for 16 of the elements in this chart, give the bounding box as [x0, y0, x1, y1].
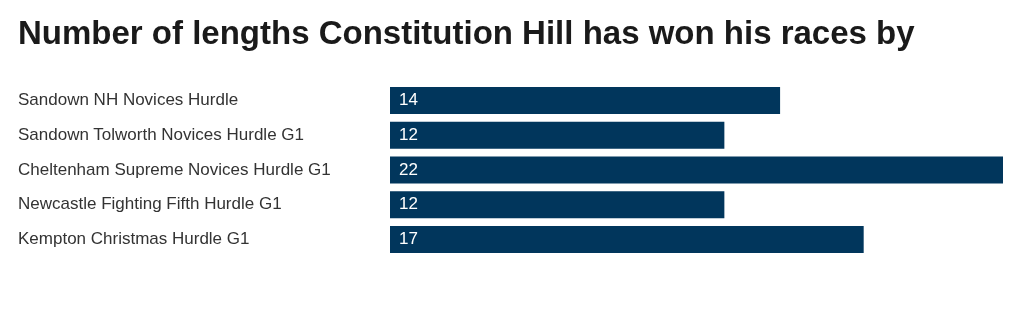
bar: [390, 121, 725, 149]
data-label: 22: [399, 159, 418, 179]
y-tick-label: Kempton Christmas Hurdle G1: [18, 229, 250, 249]
y-tick-label: Sandown NH Novices Hurdle: [18, 90, 239, 110]
y-tick-label: Cheltenham Supreme Novices Hurdle G1: [18, 159, 331, 179]
data-label: 14: [399, 90, 418, 110]
data-label: 17: [399, 229, 418, 249]
chart-title: Number of lengths Constitution Hill has won his races by: [18, 14, 915, 52]
y-tick-label: Sandown Tolworth Novices Hurdle G1: [18, 124, 304, 144]
bar: [390, 225, 864, 253]
bar: [390, 191, 725, 219]
y-tick-label: Newcastle Fighting Fifth Hurdle G1: [18, 194, 282, 214]
data-label: 12: [399, 124, 418, 144]
bar: [390, 156, 1003, 184]
bar: [390, 87, 781, 115]
data-label: 12: [399, 194, 418, 214]
